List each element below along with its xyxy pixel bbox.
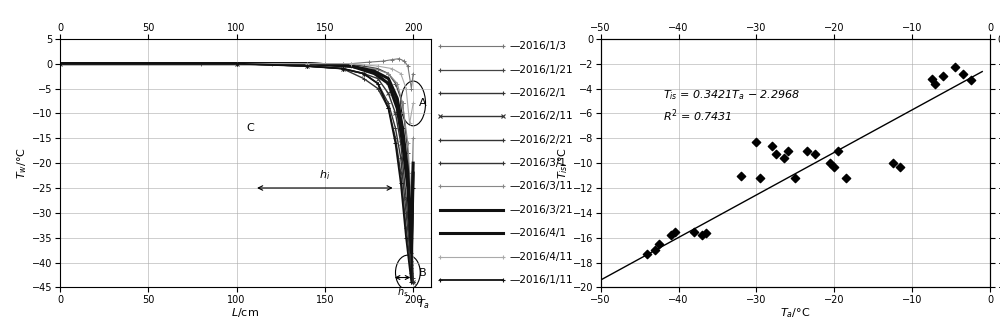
Point [935,73,951,78]
Text: C: C [247,123,255,133]
Point [822,161,838,166]
Point [748,140,764,145]
Point [927,81,943,86]
Point [826,164,842,170]
Text: —2016/2/21: —2016/2/21 [509,135,573,145]
Point [780,148,796,153]
Text: $R^2$ = 0.7431: $R^2$ = 0.7431 [663,108,732,124]
Point [787,175,803,181]
Text: —2016/4/11: —2016/4/11 [509,252,573,262]
Point [947,65,963,70]
Point [694,233,710,238]
Text: —2016/2/1: —2016/2/1 [509,88,566,98]
Text: $h_s$: $h_s$ [397,285,408,299]
Point [830,148,846,153]
Point [686,229,702,234]
Point [776,156,792,161]
Point [752,175,768,181]
Text: $T_a$: $T_a$ [417,297,430,311]
Point [885,161,901,166]
Point [892,164,908,170]
X-axis label: $L$/cm: $L$/cm [231,307,259,319]
Point [663,233,679,238]
X-axis label: $T_a$/°C: $T_a$/°C [780,307,811,320]
Point [799,148,815,153]
Text: —2016/3/1: —2016/3/1 [509,158,566,168]
Point [963,77,979,82]
Y-axis label: $T_{is}$/°C: $T_{is}$/°C [556,147,570,179]
Point [955,71,971,76]
Point [838,175,854,181]
Point [639,251,655,256]
Point [651,241,667,246]
Text: —2016/3/21: —2016/3/21 [509,205,573,215]
Text: $h_i$: $h_i$ [319,168,330,182]
Text: —2016/2/11: —2016/2/11 [509,111,573,121]
Text: A: A [418,99,426,109]
Text: —2016/1/21: —2016/1/21 [509,65,573,75]
Text: B: B [418,267,426,277]
Text: $T_{is}$ = 0.3421$T_a$ − 2.2968: $T_{is}$ = 0.3421$T_a$ − 2.2968 [663,88,800,102]
Point [733,173,749,178]
Text: —2016/3/11: —2016/3/11 [509,182,573,192]
Point [924,76,940,81]
Y-axis label: $T_w$/°C: $T_w$/°C [15,147,29,179]
Text: —2016/1/11: —2016/1/11 [509,275,573,285]
Point [807,152,823,157]
Point [764,143,780,148]
Text: —2016/1/3: —2016/1/3 [509,41,566,51]
Point [768,152,784,157]
Point [647,247,663,253]
Point [698,230,714,235]
Point [667,229,683,234]
Text: —2016/4/1: —2016/4/1 [509,228,566,238]
